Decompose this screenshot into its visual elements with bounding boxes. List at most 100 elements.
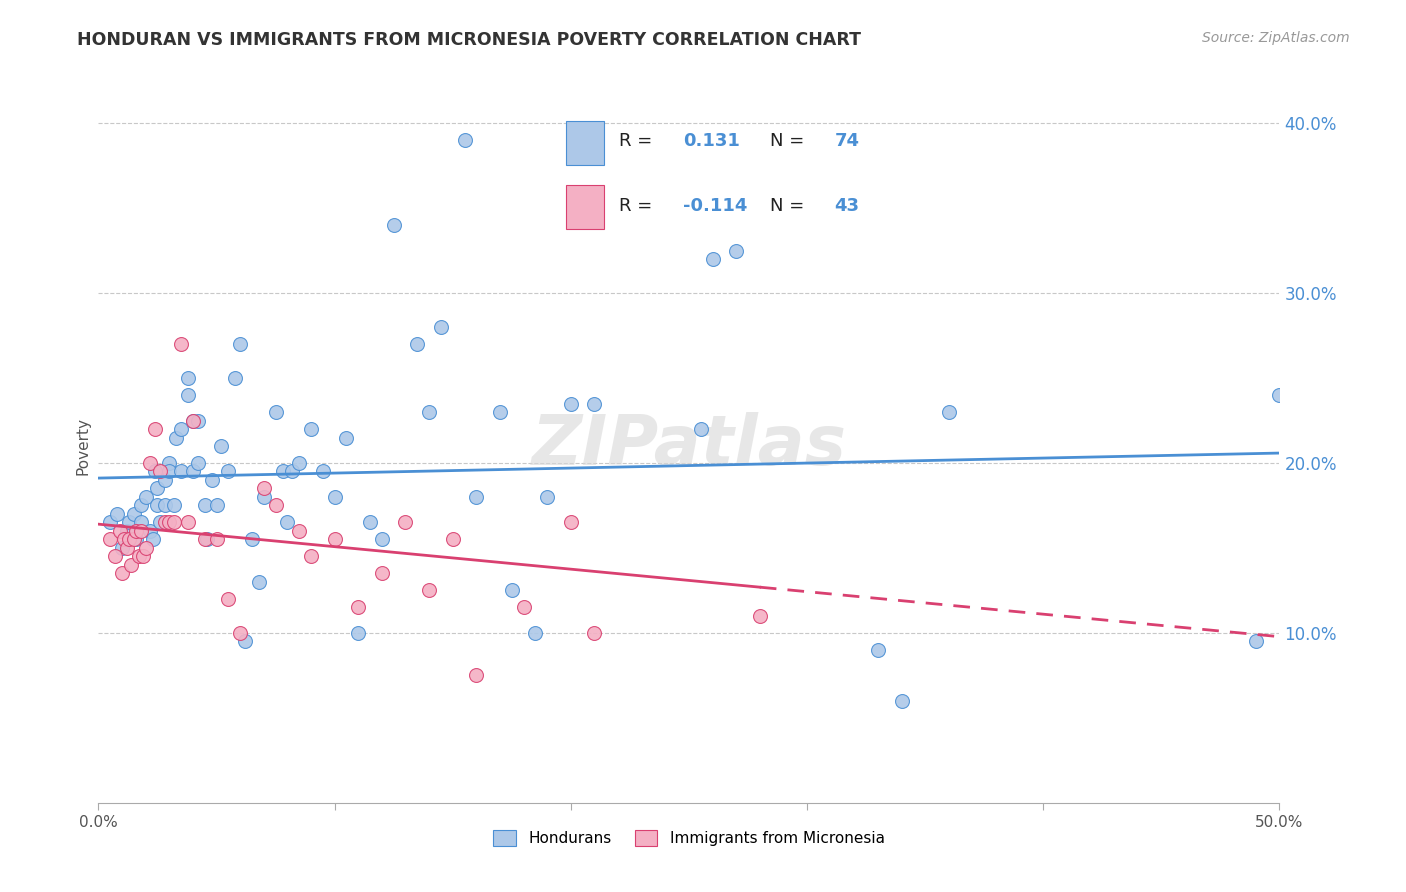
- Point: [112, 533, 135, 547]
- Point: [406, 337, 429, 351]
- Point: [122, 507, 145, 521]
- Point: [583, 626, 606, 640]
- Point: [149, 516, 172, 530]
- Point: [489, 405, 512, 419]
- Point: [118, 533, 141, 547]
- Point: [512, 600, 534, 615]
- Point: [299, 422, 322, 436]
- Point: [209, 439, 232, 453]
- Point: [430, 320, 453, 334]
- Point: [157, 516, 180, 530]
- Point: [115, 541, 138, 555]
- Point: [205, 533, 228, 547]
- Point: [121, 558, 143, 572]
- Point: [163, 516, 186, 530]
- Point: [371, 566, 394, 581]
- Point: [205, 499, 228, 513]
- Point: [524, 626, 547, 640]
- Point: [111, 566, 134, 581]
- Point: [229, 626, 252, 640]
- Text: ZIPatlas: ZIPatlas: [531, 412, 846, 480]
- Point: [181, 413, 204, 427]
- Point: [890, 694, 912, 708]
- Point: [288, 456, 311, 470]
- Point: [583, 396, 606, 410]
- Point: [194, 533, 217, 547]
- Point: [276, 516, 298, 530]
- Point: [165, 430, 187, 444]
- Point: [195, 533, 218, 547]
- Point: [129, 516, 152, 530]
- Legend: Hondurans, Immigrants from Micronesia: Hondurans, Immigrants from Micronesia: [486, 824, 891, 852]
- Point: [335, 430, 357, 444]
- Point: [938, 405, 960, 419]
- Point: [312, 465, 335, 479]
- Point: [105, 507, 128, 521]
- Point: [299, 549, 322, 564]
- Point: [139, 524, 162, 538]
- Point: [125, 533, 148, 547]
- Point: [418, 405, 440, 419]
- Point: [359, 516, 381, 530]
- Point: [132, 549, 155, 564]
- Point: [177, 516, 200, 530]
- Point: [560, 516, 582, 530]
- Point: [157, 456, 180, 470]
- Point: [465, 490, 488, 504]
- Point: [135, 541, 157, 555]
- Point: [163, 499, 186, 513]
- Point: [157, 465, 180, 479]
- Point: [142, 533, 165, 547]
- Point: [371, 533, 394, 547]
- Point: [146, 482, 169, 496]
- Point: [143, 422, 166, 436]
- Point: [536, 490, 558, 504]
- Text: HONDURAN VS IMMIGRANTS FROM MICRONESIA POVERTY CORRELATION CHART: HONDURAN VS IMMIGRANTS FROM MICRONESIA P…: [77, 31, 862, 49]
- Point: [441, 533, 464, 547]
- Point: [135, 490, 157, 504]
- Point: [347, 626, 370, 640]
- Point: [177, 388, 200, 402]
- Point: [240, 533, 263, 547]
- Point: [153, 473, 176, 487]
- Point: [689, 422, 711, 436]
- Point: [748, 608, 770, 623]
- Point: [501, 583, 523, 598]
- Point: [281, 465, 304, 479]
- Point: [125, 524, 148, 538]
- Point: [253, 490, 276, 504]
- Point: [153, 516, 176, 530]
- Point: [229, 337, 252, 351]
- Point: [170, 337, 193, 351]
- Point: [253, 482, 276, 496]
- Point: [115, 524, 138, 538]
- Point: [418, 583, 440, 598]
- Point: [382, 218, 405, 232]
- Point: [181, 465, 204, 479]
- Point: [264, 405, 287, 419]
- Point: [194, 499, 217, 513]
- Point: [217, 465, 239, 479]
- Point: [139, 456, 162, 470]
- Point: [118, 516, 141, 530]
- Point: [104, 549, 127, 564]
- Point: [1244, 634, 1267, 648]
- Y-axis label: Poverty: Poverty: [75, 417, 90, 475]
- Point: [725, 244, 748, 258]
- Point: [187, 413, 209, 427]
- Point: [264, 499, 287, 513]
- Point: [128, 549, 150, 564]
- Point: [217, 591, 239, 606]
- Point: [122, 533, 145, 547]
- Point: [394, 516, 416, 530]
- Point: [129, 524, 152, 538]
- Point: [465, 668, 488, 682]
- Point: [98, 516, 121, 530]
- Point: [247, 574, 270, 589]
- Point: [170, 422, 193, 436]
- Point: [108, 524, 131, 538]
- Text: Source: ZipAtlas.com: Source: ZipAtlas.com: [1202, 31, 1350, 45]
- Point: [560, 396, 582, 410]
- Point: [347, 600, 370, 615]
- Point: [702, 252, 724, 266]
